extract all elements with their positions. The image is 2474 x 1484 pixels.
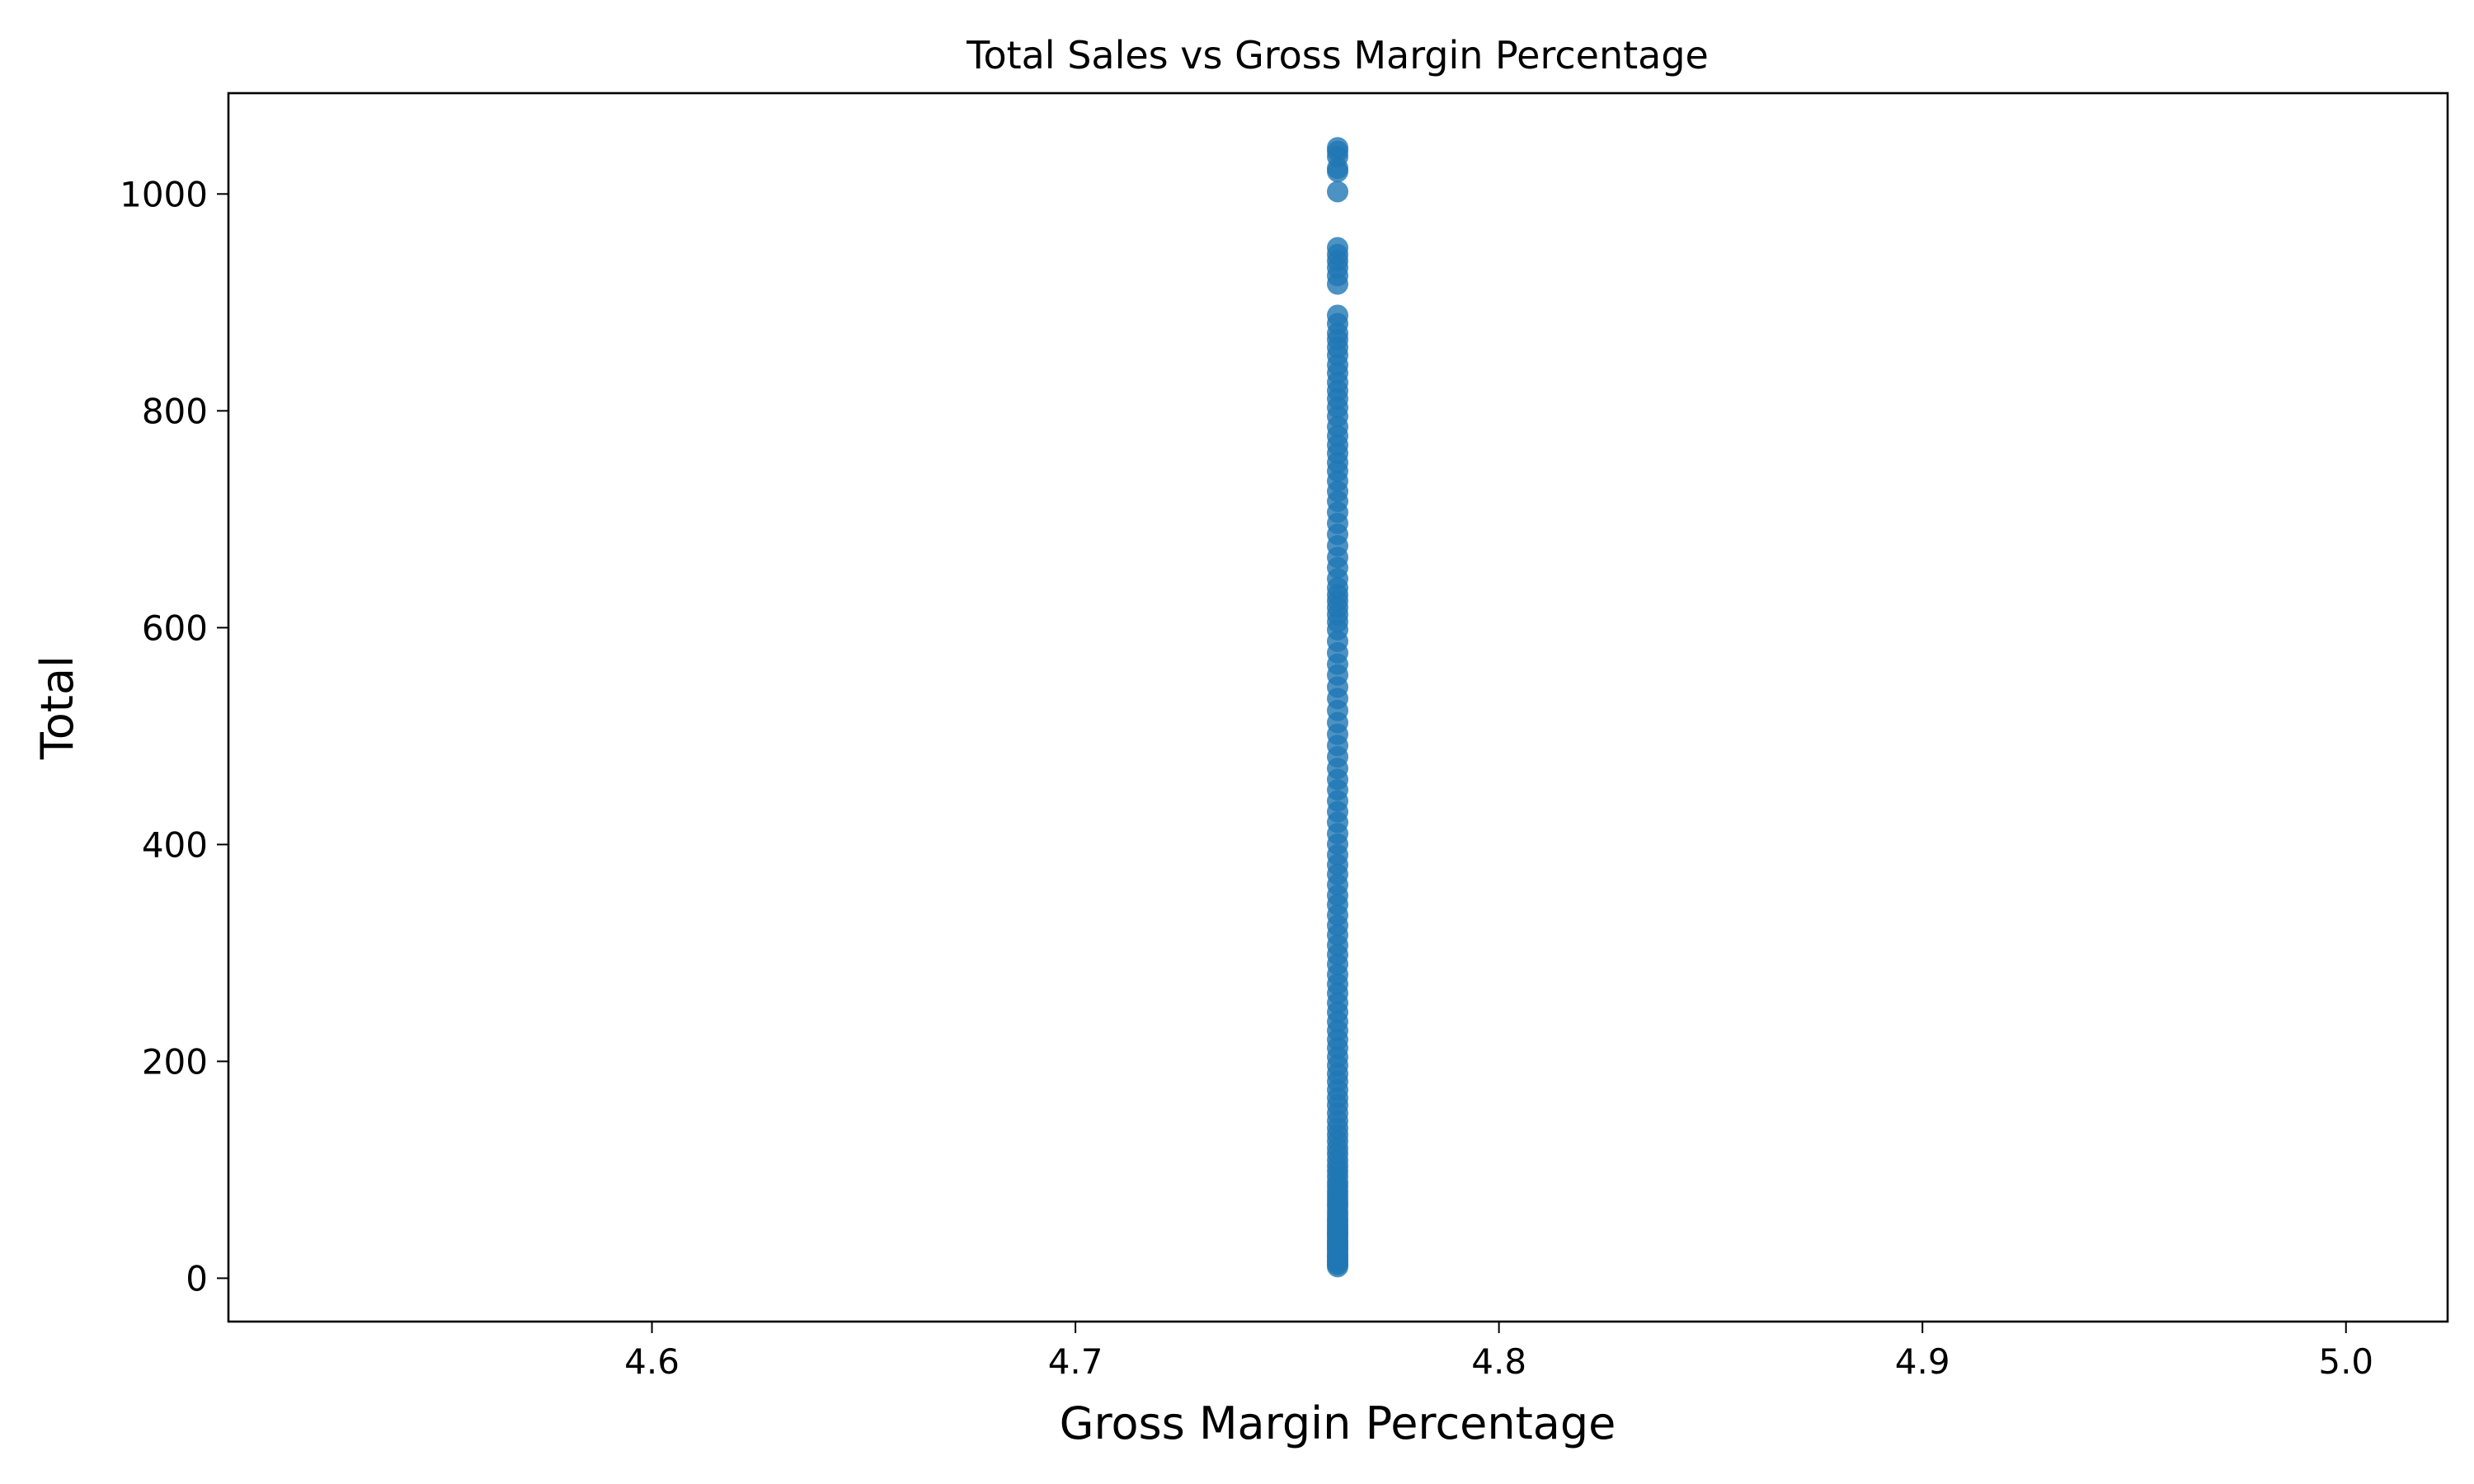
x-tick-label: 4.8 xyxy=(1471,1341,1526,1382)
data-point xyxy=(1327,137,1349,159)
y-tick-label: 400 xyxy=(142,824,208,865)
x-axis-title: Gross Margin Percentage xyxy=(1060,1397,1616,1449)
data-point xyxy=(1327,181,1349,203)
x-axis-ticks: 4.6 4.7 4.8 4.9 5.0 xyxy=(624,1322,2373,1382)
data-point xyxy=(1327,304,1349,326)
plot-area xyxy=(1327,137,1349,1278)
axes-frame xyxy=(227,92,2449,1323)
chart-title: Total Sales vs Gross Margin Percentage xyxy=(966,33,1709,77)
y-axis-ticks: 0 200 400 600 800 1000 xyxy=(120,174,228,1298)
y-tick-label: 600 xyxy=(142,608,208,648)
x-tick-label: 4.6 xyxy=(624,1341,680,1382)
y-tick-label: 0 xyxy=(186,1258,208,1298)
x-tick-label: 4.9 xyxy=(1895,1341,1950,1382)
x-tick-label: 5.0 xyxy=(2318,1341,2373,1382)
x-tick-label: 4.7 xyxy=(1048,1341,1103,1382)
data-point xyxy=(1327,237,1349,259)
y-tick-label: 1000 xyxy=(120,174,208,214)
y-tick-label: 800 xyxy=(142,391,208,431)
y-tick-label: 200 xyxy=(142,1041,208,1082)
y-axis-title: Total xyxy=(31,655,83,760)
